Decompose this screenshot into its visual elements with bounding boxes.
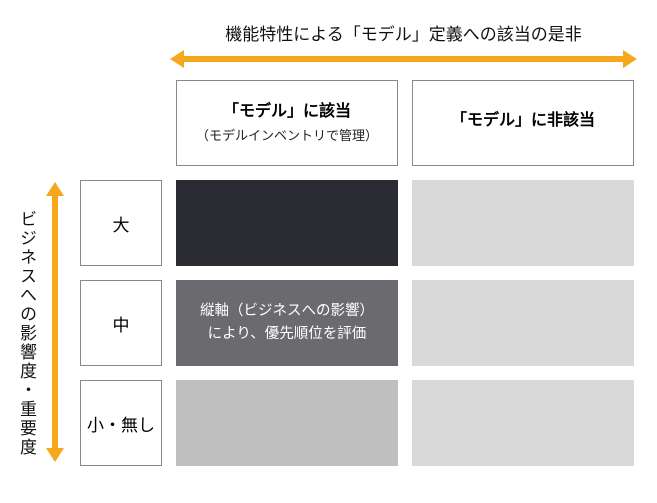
horizontal-double-arrow-icon: [170, 52, 637, 66]
left-axis-title: ビジネスへの影響度・重要度: [14, 210, 39, 457]
row-label-medium: 中: [80, 280, 162, 366]
matrix-cell: [412, 180, 634, 266]
column-header-main: 「モデル」に非該当: [451, 110, 595, 132]
column-header-sub: （モデルインベントリで管理）: [196, 127, 378, 145]
matrix-cell: 縦軸（ビジネスへの影響）により、優先順位を評価: [176, 280, 398, 366]
vertical-double-arrow-icon: [48, 182, 62, 462]
matrix-cell: [176, 180, 398, 266]
table-row: 大: [80, 180, 634, 266]
column-header-not-applicable: 「モデル」に非該当: [412, 80, 634, 166]
top-axis-title: 機能特性による「モデル」定義への該当の是非: [180, 20, 627, 45]
matrix-cell: [176, 380, 398, 466]
row-label-small-none: 小・無し: [80, 380, 162, 466]
table-row: 中 縦軸（ビジネスへの影響）により、優先順位を評価: [80, 280, 634, 366]
row-label-large: 大: [80, 180, 162, 266]
column-headers: 「モデル」に該当 （モデルインベントリで管理） 「モデル」に非該当: [176, 80, 634, 166]
column-header-applicable: 「モデル」に該当 （モデルインベントリで管理）: [176, 80, 398, 166]
matrix-cell: [412, 280, 634, 366]
matrix-cell: [412, 380, 634, 466]
column-header-main: 「モデル」に該当: [223, 101, 351, 123]
matrix-diagram: 機能特性による「モデル」定義への該当の是非 ビジネスへの影響度・重要度 「モデル…: [0, 0, 657, 503]
table-row: 小・無し: [80, 380, 634, 466]
matrix-rows: 大 中 縦軸（ビジネスへの影響）により、優先順位を評価 小・無し: [80, 180, 634, 480]
